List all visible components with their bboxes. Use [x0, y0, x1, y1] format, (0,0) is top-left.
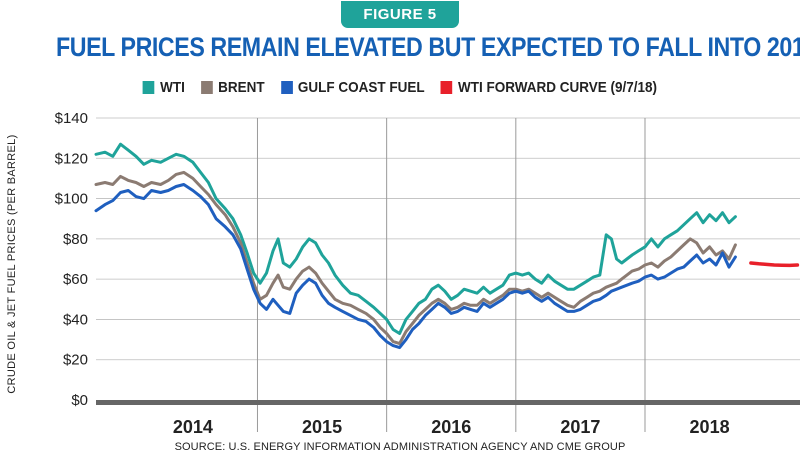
series-line-wti [94, 142, 737, 335]
chart-title: FUEL PRICES REMAIN ELEVATED BUT EXPECTED… [56, 32, 800, 62]
figure-badge: FIGURE 5 [341, 1, 459, 28]
legend-item-gulf: GULF COAST FUEL [280, 79, 425, 96]
series-line-brent [94, 170, 737, 346]
x-tick-label: 2018 [690, 417, 730, 437]
series-line-wti-forward-curve-9-7-18 [749, 261, 800, 268]
y-tick-label: $140 [55, 110, 88, 127]
y-tick-label: $0 [71, 392, 88, 409]
y-tick-label: $40 [63, 311, 88, 328]
series-line-gulf-coast-fuel [94, 183, 737, 350]
y-tick-label: $60 [63, 271, 88, 288]
x-tick-label: 2014 [173, 417, 213, 437]
legend-item-forward: WTI FORWARD CURVE (9/7/18) [440, 79, 658, 96]
legend-swatch-gulf [280, 81, 293, 94]
legend-label-forward: WTI FORWARD CURVE (9/7/18) [457, 79, 658, 96]
legend-item-brent: BRENT [201, 79, 265, 96]
legend-swatch-brent [201, 81, 213, 94]
figure-label: FIGURE 5 [363, 6, 437, 23]
y-tick-label: $80 [63, 231, 88, 248]
x-tick-label: 2017 [560, 417, 600, 437]
x-tick-label: 2015 [302, 417, 342, 437]
legend-item-wti: WTI [142, 79, 185, 96]
legend-label-wti: WTI [160, 79, 185, 96]
source-note: SOURCE: U.S. ENERGY INFORMATION ADMINIST… [174, 441, 626, 453]
legend-swatch-wti [142, 81, 155, 94]
legend: WTI BRENT GULF COAST FUEL WTI FORWARD CU… [40, 79, 760, 96]
legend-label-gulf: GULF COAST FUEL [297, 79, 425, 96]
x-axis-bar [96, 400, 800, 405]
legend-swatch-forward [440, 81, 453, 94]
y-tick-label: $20 [63, 352, 88, 369]
legend-label-brent: BRENT [218, 79, 265, 96]
y-tick-label: $100 [55, 191, 88, 208]
y-tick-label: $120 [55, 150, 88, 167]
x-tick-label: 2016 [431, 417, 471, 437]
